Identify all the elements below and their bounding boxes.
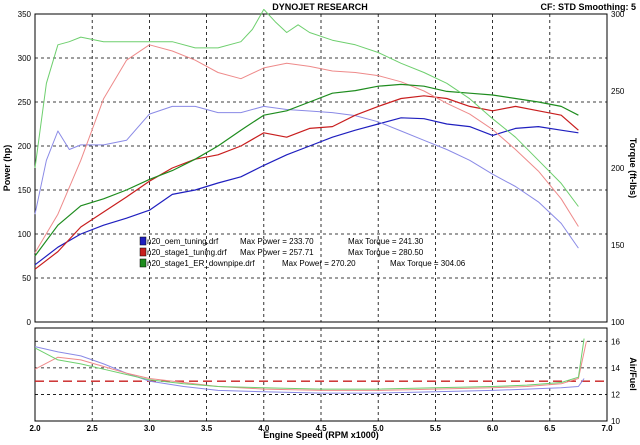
y-tick-label-airfuel: 16	[611, 337, 620, 346]
x-tick-label: 6.0	[487, 424, 499, 433]
legend-max-torque: Max Torque = 304.06	[390, 259, 466, 268]
y-axis-label-airfuel: Air/Fuel	[628, 357, 638, 391]
legend-swatch	[139, 236, 147, 246]
series-line-airfuel	[34, 338, 585, 390]
legend-run-name: n20_stage1_tuning.drf	[147, 248, 227, 257]
x-tick-label: 2.5	[87, 424, 99, 433]
y-axis-label-power: Power (hp)	[2, 145, 12, 192]
series-line-power	[34, 117, 579, 266]
series-line-power	[34, 83, 579, 257]
x-tick-label: 4.0	[258, 424, 270, 433]
tick-labels: 2.0 2.5 3.0 3.5 4.0 4.5 5.0 5.5 6.0 6.5 7.0 0 50 100 1…	[18, 10, 625, 433]
series-line-power	[34, 95, 579, 270]
legend-run-name: n20_stage1_ER_downpipe.drf	[147, 259, 255, 268]
legend-max-power: Max Power = 270.20	[282, 259, 356, 268]
y-tick-label-power: 250	[18, 98, 32, 107]
legend-swatch	[139, 258, 147, 268]
y-tick-label-airfuel: 10	[611, 417, 620, 426]
y-axis-label-torque: Torque (ft-lbs)	[628, 138, 638, 198]
y-tick-label-torque: 100	[611, 318, 625, 327]
y-tick-label-torque: 200	[611, 164, 625, 173]
y-tick-label-power: 0	[27, 318, 32, 327]
main-plot-frame	[34, 13, 608, 323]
legend-max-power: Max Power = 257.71	[240, 248, 314, 257]
y-tick-label-power: 150	[18, 186, 32, 195]
chart-settings: CF: STD Smoothing: 5	[541, 2, 637, 12]
legend-max-power: Max Power = 233.70	[240, 237, 314, 246]
legend-max-torque: Max Torque = 280.50	[348, 248, 424, 257]
legend-swatch	[139, 247, 147, 257]
series-line-airfuel	[34, 346, 585, 394]
x-tick-label: 4.5	[315, 424, 327, 433]
y-tick-label-torque: 150	[611, 241, 625, 250]
y-tick-label-power: 100	[18, 230, 32, 239]
x-axis-label: Engine Speed (RPM x1000)	[263, 430, 379, 440]
series-line-torque	[34, 44, 579, 253]
y-tick-label-power: 50	[22, 274, 31, 283]
y-tick-label-airfuel: 14	[611, 364, 620, 373]
y-tick-label-torque: 300	[611, 10, 625, 19]
x-tick-label: 2.0	[29, 424, 41, 433]
x-tick-label: 5.0	[373, 424, 385, 433]
series-line-torque	[34, 8, 579, 207]
x-tick-label: 5.5	[430, 424, 442, 433]
y-tick-label-power: 300	[18, 54, 32, 63]
legend-max-torque: Max Torque = 241.30	[348, 237, 424, 246]
series-lines	[34, 8, 607, 394]
legend: n20_oem_tuning.drf Max Power = 233.70 Max …	[139, 236, 466, 268]
x-tick-label: 3.5	[201, 424, 213, 433]
y-tick-label-power: 200	[18, 142, 32, 151]
y-tick-label-airfuel: 12	[611, 390, 620, 399]
y-tick-label-torque: 250	[611, 87, 625, 96]
chart-title: DYNOJET RESEARCH	[272, 2, 368, 12]
series-line-airfuel	[34, 341, 587, 391]
x-tick-label: 7.0	[601, 424, 613, 433]
y-tick-label-power: 350	[18, 10, 32, 19]
x-tick-label: 3.0	[144, 424, 156, 433]
series-line-torque	[34, 105, 579, 249]
legend-run-name: n20_oem_tuning.drf	[147, 237, 219, 246]
x-tick-label: 6.5	[544, 424, 556, 433]
